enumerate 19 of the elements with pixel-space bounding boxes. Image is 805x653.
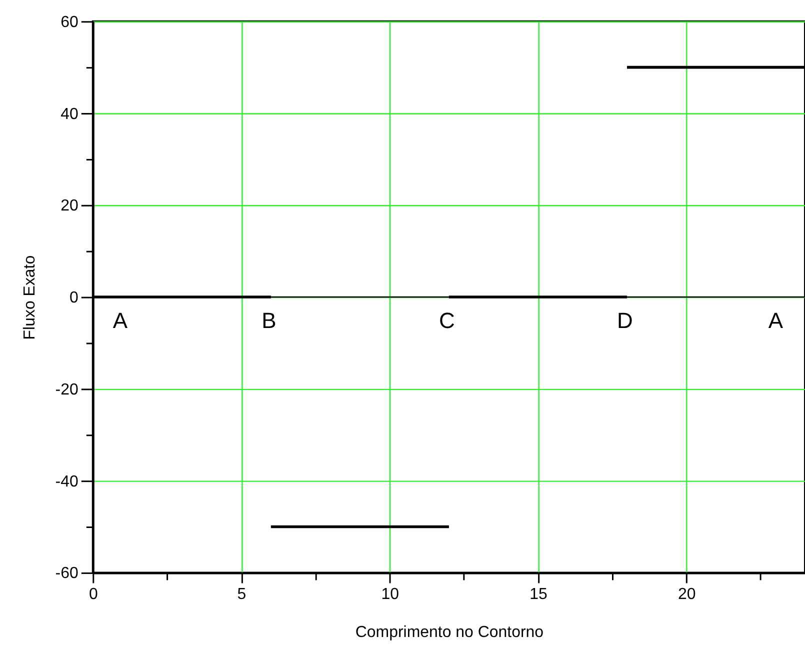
annotation: A: [112, 308, 128, 333]
x-tick-label: 20: [678, 586, 696, 604]
x-tick-label: 5: [237, 586, 246, 604]
annotation: B: [262, 308, 276, 333]
y-tick-label: -60: [55, 565, 79, 582]
y-tick-label: -40: [55, 473, 79, 490]
annotation: D: [617, 308, 633, 333]
y-tick-label: 40: [60, 106, 79, 123]
x-tick-label: 10: [381, 586, 400, 604]
x-axis-title: Comprimento no Contorno: [355, 624, 544, 642]
y-tick-label: 20: [60, 198, 79, 215]
y-axis-title: Fluxo Exato: [21, 255, 38, 340]
y-tick-label: -20: [55, 381, 79, 398]
annotation: C: [439, 308, 456, 333]
annotation: A: [768, 308, 784, 333]
x-tick-label: 15: [530, 586, 548, 604]
y-tick-label: 60: [60, 14, 79, 31]
y-tick-label: 0: [70, 290, 79, 307]
x-tick-label: 0: [88, 586, 98, 604]
